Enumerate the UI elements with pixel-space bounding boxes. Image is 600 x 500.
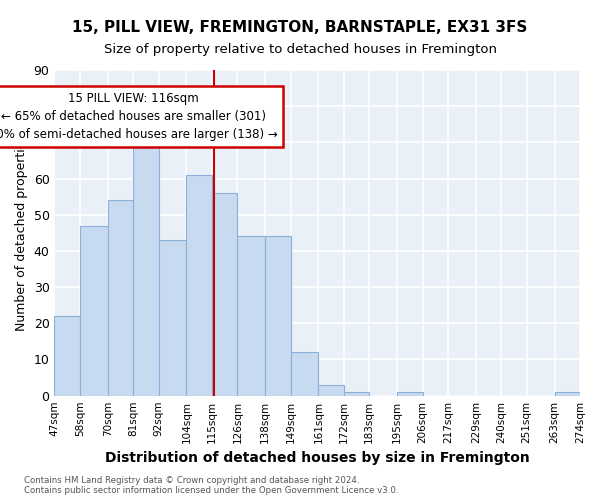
Bar	[212, 193, 238, 396]
Text: 15, PILL VIEW, FREMINGTON, BARNSTAPLE, EX31 3FS: 15, PILL VIEW, FREMINGTON, BARNSTAPLE, E…	[73, 20, 527, 35]
Bar	[397, 392, 422, 396]
Bar	[344, 392, 370, 396]
Bar	[158, 240, 187, 396]
X-axis label: Distribution of detached houses by size in Fremington: Distribution of detached houses by size …	[105, 451, 530, 465]
Bar	[290, 352, 319, 396]
Text: Size of property relative to detached houses in Fremington: Size of property relative to detached ho…	[104, 42, 497, 56]
Bar	[107, 200, 133, 396]
Bar	[319, 385, 344, 396]
Text: Contains HM Land Registry data © Crown copyright and database right 2024.: Contains HM Land Registry data © Crown c…	[24, 476, 359, 485]
Text: 15 PILL VIEW: 116sqm
← 65% of detached houses are smaller (301)
30% of semi-deta: 15 PILL VIEW: 116sqm ← 65% of detached h…	[0, 92, 278, 140]
Bar	[55, 316, 80, 396]
Y-axis label: Number of detached properties: Number of detached properties	[15, 134, 28, 332]
Bar	[238, 236, 265, 396]
Bar	[554, 392, 580, 396]
Bar	[80, 226, 107, 396]
Bar	[265, 236, 290, 396]
Bar	[133, 132, 158, 396]
Bar	[187, 175, 212, 396]
Text: Contains public sector information licensed under the Open Government Licence v3: Contains public sector information licen…	[24, 486, 398, 495]
